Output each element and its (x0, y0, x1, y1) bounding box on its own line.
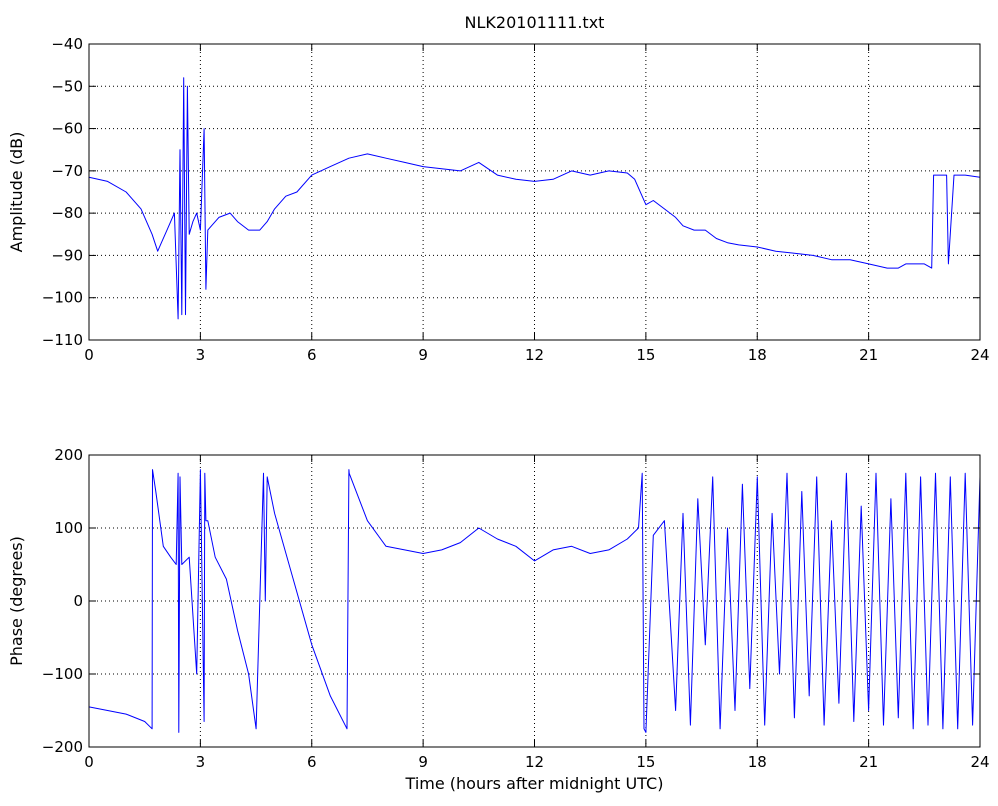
phase-ticks (88, 454, 981, 748)
amplitude-panel: 0 3 6 9 12 15 18 21 24 −110 −100 −90 −80 −70 −60 −50 −40… (7, 13, 990, 364)
amplitude-x-tick-label: 12 (525, 346, 544, 364)
phase-y-tick-label: −200 (42, 738, 83, 756)
amplitude-x-tick-label: 18 (748, 346, 767, 364)
amplitude-y-tick-label: −40 (51, 35, 83, 53)
amplitude-y-tick-label: −50 (51, 77, 83, 95)
phase-grid (89, 455, 980, 747)
amplitude-y-tick-label: −60 (51, 120, 83, 138)
amplitude-grid (89, 44, 980, 340)
amplitude-y-tick-label: −80 (51, 204, 83, 222)
phase-tick-labels: 0 3 6 9 12 15 18 21 24 −200 −100 0 100 200 (42, 446, 990, 771)
amplitude-x-tick-label: 21 (859, 346, 878, 364)
phase-x-tick-label: 24 (970, 753, 989, 771)
phase-y-tick-label: −100 (42, 665, 83, 683)
amplitude-series-line (88, 77, 981, 320)
amplitude-x-tick-label: 24 (970, 346, 989, 364)
phase-y-label: Phase (degrees) (7, 536, 26, 666)
phase-panel: 0 3 6 9 12 15 18 21 24 −200 −100 0 100 200 Phase (deg… (7, 446, 990, 793)
amplitude-x-tick-label: 6 (307, 346, 317, 364)
phase-x-tick-label: 12 (525, 753, 544, 771)
phase-x-tick-label: 3 (196, 753, 206, 771)
amplitude-y-label: Amplitude (dB) (7, 132, 26, 253)
phase-y-tick-label: 100 (54, 519, 83, 537)
phase-x-tick-label: 21 (859, 753, 878, 771)
phase-x-tick-label: 18 (748, 753, 767, 771)
amplitude-y-tick-label: −110 (42, 331, 83, 349)
amplitude-x-tick-label: 3 (196, 346, 206, 364)
amplitude-title: NLK20101111.txt (465, 13, 605, 32)
amplitude-y-tick-label: −70 (51, 162, 83, 180)
amplitude-x-tick-label: 9 (418, 346, 428, 364)
phase-y-tick-label: 200 (54, 446, 83, 464)
phase-y-tick-label: 0 (73, 592, 83, 610)
amplitude-x-tick-label: 0 (84, 346, 94, 364)
phase-series (88, 469, 981, 733)
phase-x-tick-label: 15 (636, 753, 655, 771)
phase-series-line (88, 469, 981, 733)
amplitude-series (88, 77, 981, 320)
amplitude-tick-labels: 0 3 6 9 12 15 18 21 24 −110 −100 −90 −80 −70 −60 −50 −40 (42, 35, 990, 364)
phase-x-tick-label: 9 (418, 753, 428, 771)
phase-x-label: Time (hours after midnight UTC) (405, 774, 664, 793)
phase-x-tick-label: 0 (84, 753, 94, 771)
amplitude-y-tick-label: −90 (51, 246, 83, 264)
amplitude-y-tick-label: −100 (42, 289, 83, 307)
amplitude-x-tick-label: 15 (636, 346, 655, 364)
phase-x-tick-label: 6 (307, 753, 317, 771)
amplitude-ticks (88, 43, 981, 341)
